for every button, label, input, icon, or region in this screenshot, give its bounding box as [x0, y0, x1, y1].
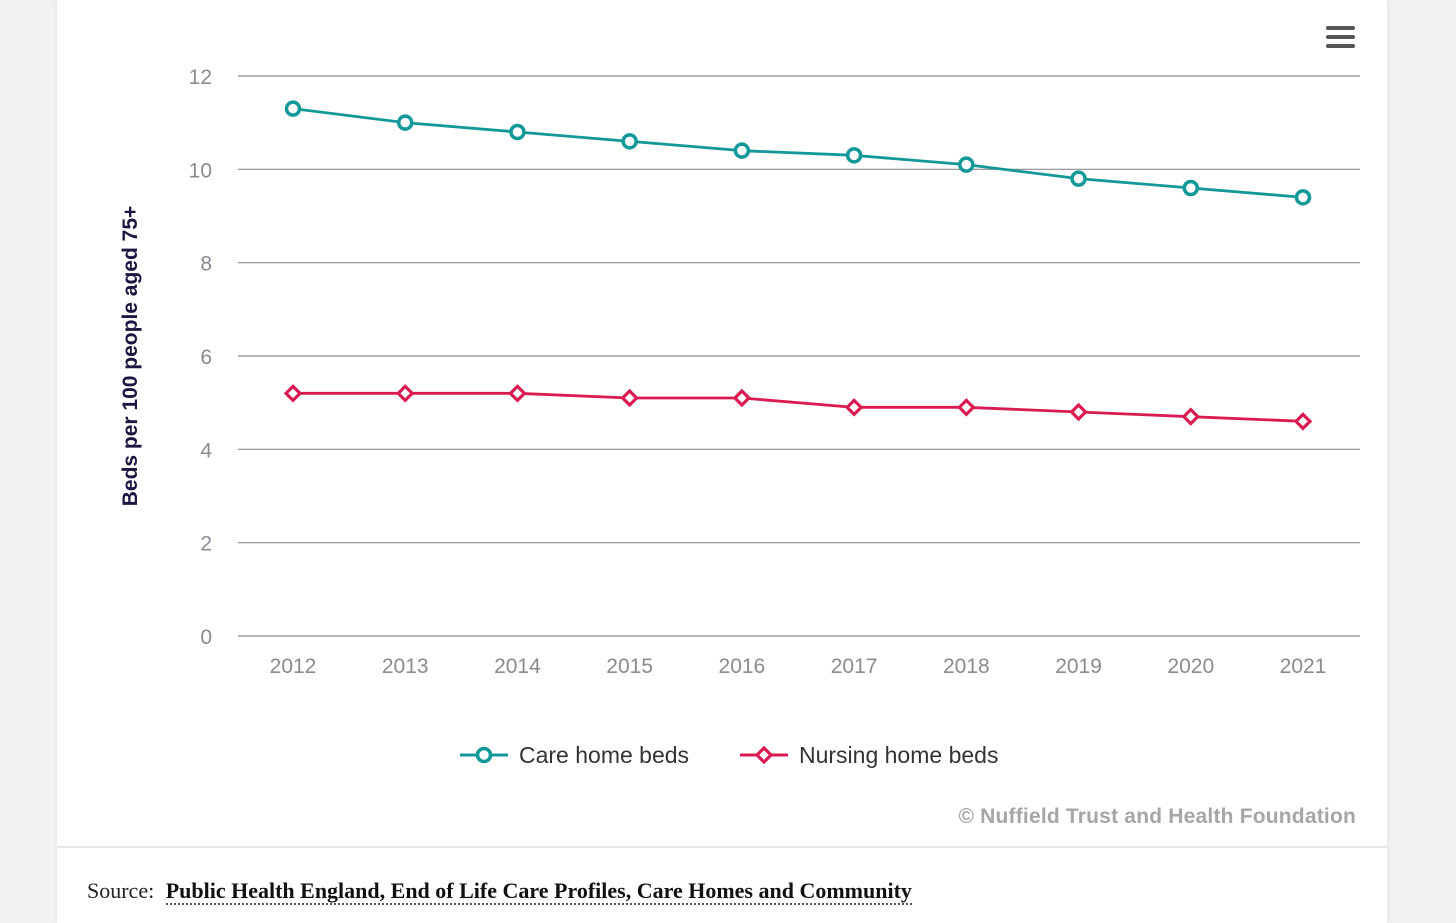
x-tick-label: 2020 [1167, 655, 1214, 678]
x-tick-label: 2012 [270, 655, 317, 678]
data-point-1 [395, 384, 415, 403]
x-tick-label: 2014 [494, 655, 541, 678]
data-point-0 [845, 147, 863, 164]
divider [57, 846, 1387, 848]
x-tick-label: 2021 [1280, 655, 1327, 678]
x-tick-label: 2016 [719, 655, 766, 678]
data-point-1 [844, 398, 864, 417]
data-point-1 [620, 388, 639, 408]
series-line-1 [293, 391, 1304, 423]
y-tick-label: 2 [200, 533, 212, 556]
data-point-0 [1182, 179, 1200, 197]
y-tick-label: 10 [189, 159, 212, 182]
legend-label-0: Care home beds [519, 742, 689, 768]
data-point-0 [284, 100, 302, 117]
x-tick-label: 2017 [831, 655, 878, 678]
data-point-1 [508, 384, 527, 403]
hamburger-menu-icon [1326, 26, 1355, 30]
data-point-1 [1181, 407, 1201, 426]
source-label: Source: [87, 878, 155, 903]
legend-marker-0 [475, 746, 493, 764]
x-tick-label: 2019 [1055, 655, 1102, 678]
source-line: Source: Public Health England, End of Li… [87, 878, 912, 905]
y-tick-label: 4 [200, 439, 212, 462]
y-tick-label: 6 [200, 346, 212, 369]
data-point-0 [958, 156, 975, 173]
x-tick-label: 2015 [606, 655, 653, 678]
x-tick-label: 2013 [382, 655, 429, 678]
data-point-0 [733, 142, 751, 159]
chart-card: 0 2 4 6 8 10 12 2012 2013 2014 2015 2016 2017 2018 201… [57, 0, 1387, 923]
series-line-0 [292, 107, 1304, 199]
chart-credit: © Nuffield Trust and Health Foundation [958, 805, 1356, 828]
line-chart: 0 2 4 6 8 10 12 2012 2013 2014 2015 2016 2017 2018 201… [119, 66, 1360, 768]
data-point-0 [621, 133, 638, 150]
y-tick-label: 0 [200, 626, 212, 649]
data-point-0 [509, 123, 526, 141]
y-axis-label: Beds per 100 people aged 75+ [119, 206, 142, 507]
hamburger-menu-icon-bar [1326, 35, 1355, 39]
legend-marker-1 [754, 745, 774, 765]
data-point-1 [1069, 402, 1088, 422]
y-tick-label: 12 [189, 66, 212, 89]
chart-menu-button[interactable] [1325, 26, 1357, 54]
y-tick-label: 8 [200, 253, 212, 276]
data-point-1 [283, 384, 303, 403]
legend-label-1: Nursing home beds [799, 742, 998, 768]
data-point-1 [732, 388, 752, 408]
data-point-1 [1293, 412, 1313, 431]
source-link[interactable]: Public Health England, End of Life Care … [165, 878, 912, 905]
data-point-0 [396, 114, 414, 131]
data-point-0 [1294, 189, 1312, 206]
data-point-1 [957, 398, 976, 417]
hamburger-menu-icon-bar [1326, 44, 1355, 48]
x-tick-label: 2018 [943, 655, 990, 678]
data-point-0 [1070, 170, 1087, 187]
